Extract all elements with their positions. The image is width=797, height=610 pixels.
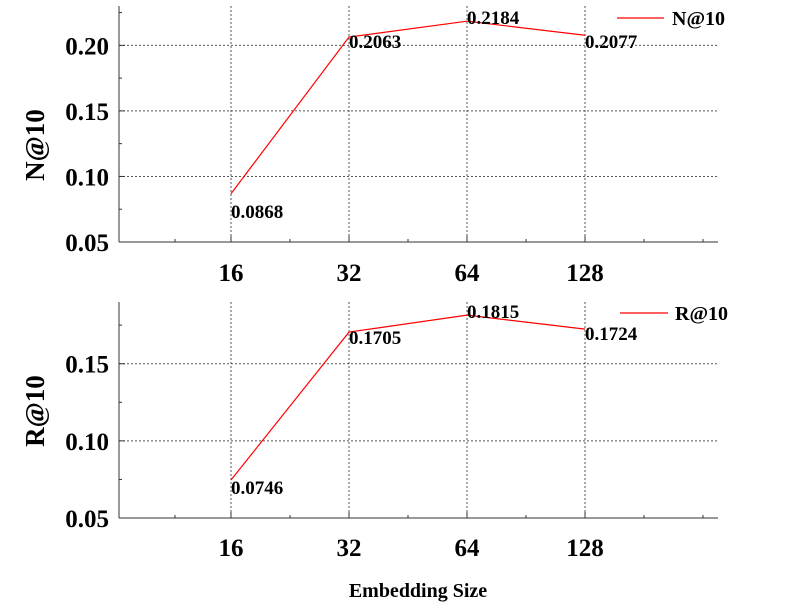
x-tick-label: 16 bbox=[219, 535, 244, 562]
series-line bbox=[230, 20, 586, 195]
x-tick-label: 32 bbox=[337, 260, 362, 287]
data-label: 0.1724 bbox=[585, 324, 638, 345]
legend-label: R@10 bbox=[675, 303, 728, 325]
data-label: 0.2077 bbox=[585, 32, 638, 53]
data-label: 0.0746 bbox=[231, 478, 283, 499]
data-label: 0.1705 bbox=[349, 328, 401, 349]
data-label: 0.2184 bbox=[467, 8, 520, 29]
x-tick-label: 64 bbox=[455, 535, 481, 562]
y-tick-label: 0.15 bbox=[65, 99, 109, 126]
y-tick-label: 0.05 bbox=[65, 230, 109, 257]
data-label: 0.1815 bbox=[467, 302, 519, 323]
chart-panel-1: 0.05 0.10 0.15 0.20 16 32 64 128 N@10 0.0868 0.206… bbox=[20, 6, 725, 287]
x-tick-label: 128 bbox=[566, 260, 604, 287]
y-axis-title: R@10 bbox=[20, 375, 50, 447]
y-tick-label: 0.10 bbox=[65, 429, 109, 456]
x-tick-label: 16 bbox=[219, 260, 244, 287]
y-tick-label: 0.15 bbox=[65, 352, 109, 379]
x-axis-title: Embedding Size bbox=[349, 580, 487, 602]
data-label: 0.0868 bbox=[231, 202, 283, 223]
legend-label: N@10 bbox=[672, 8, 725, 30]
y-tick-label: 0.05 bbox=[65, 506, 109, 533]
chart-panel-2: 0.05 0.10 0.15 16 32 64 128 R@10 0.0746 0.1705 0.1… bbox=[20, 302, 728, 562]
x-tick-label: 32 bbox=[337, 535, 362, 562]
y-axis-title: N@10 bbox=[20, 109, 50, 181]
data-label: 0.2063 bbox=[349, 32, 401, 53]
x-tick-label: 64 bbox=[455, 260, 481, 287]
series-line bbox=[230, 314, 586, 481]
x-tick-label: 128 bbox=[566, 535, 604, 562]
chart-panels: 0.05 0.10 0.15 0.20 16 32 64 128 N@10 0.0868 0.206… bbox=[20, 6, 728, 562]
y-tick-label: 0.20 bbox=[65, 33, 109, 60]
y-tick-label: 0.10 bbox=[65, 164, 109, 191]
